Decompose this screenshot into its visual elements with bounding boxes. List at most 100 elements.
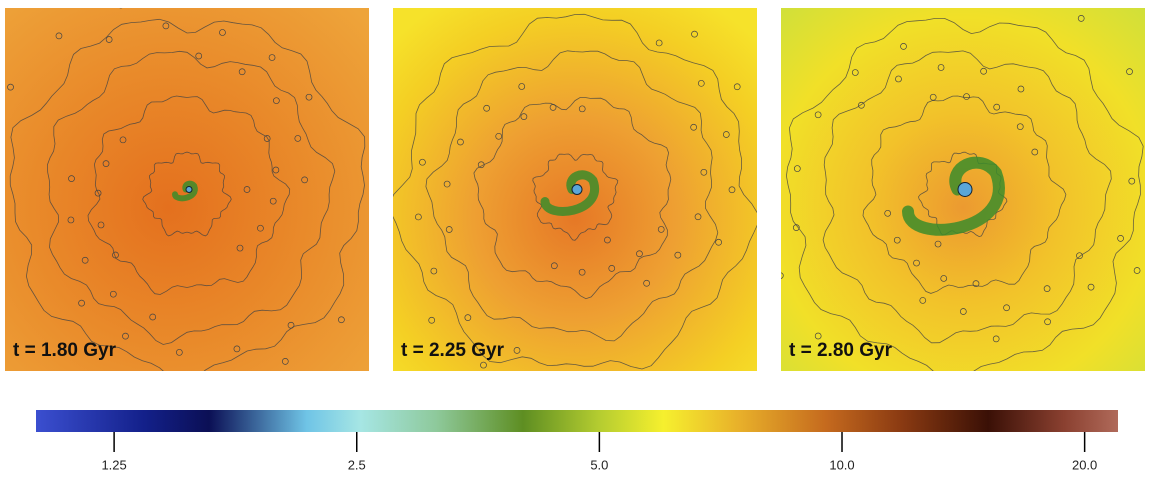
contour-blob xyxy=(176,348,183,356)
contour-blob xyxy=(464,314,472,321)
contour-blob xyxy=(632,0,638,2)
contour-blob xyxy=(55,32,63,40)
contour xyxy=(9,18,366,371)
contour-blob xyxy=(273,97,280,105)
panel-label: t = 2.80 Gyr xyxy=(789,340,893,361)
contour-blob xyxy=(492,0,498,1)
contour-blob xyxy=(415,213,422,221)
contour-blob xyxy=(269,197,277,205)
contour-blob xyxy=(643,279,650,287)
contour-blob xyxy=(149,313,157,321)
contour-blob xyxy=(513,347,521,354)
core xyxy=(571,184,583,195)
contour-blob xyxy=(257,224,264,232)
contour xyxy=(142,151,232,237)
contour-blob xyxy=(109,290,117,298)
contour-blob xyxy=(119,136,127,144)
contour-blob xyxy=(1016,123,1024,131)
panel: t = 2.80 Gyr xyxy=(773,8,1145,371)
contour-blob xyxy=(419,158,426,166)
contour-blob xyxy=(112,251,119,259)
colorbar xyxy=(36,410,1118,432)
contour-blob xyxy=(972,280,980,287)
contour-blob xyxy=(428,316,436,324)
contour-blob xyxy=(1087,283,1095,291)
contour-blob xyxy=(895,75,902,83)
contour-blob xyxy=(700,168,708,176)
contour-blob xyxy=(604,236,611,244)
contour-blob xyxy=(691,30,698,38)
contour-blob xyxy=(281,358,289,365)
contour-blob xyxy=(477,161,485,169)
contour-blob xyxy=(243,186,251,193)
contour-blob xyxy=(550,262,558,270)
contour-blob xyxy=(733,83,741,91)
contour-blob xyxy=(287,321,295,329)
contour-blob xyxy=(636,250,643,258)
contour-blob xyxy=(578,105,586,113)
contour-blob xyxy=(694,213,702,221)
contour-blob xyxy=(305,93,313,101)
contour-blob xyxy=(238,68,246,76)
contour xyxy=(532,153,619,241)
contour xyxy=(785,18,1144,371)
panel: t = 2.25 Gyr xyxy=(393,0,757,371)
contour-blob xyxy=(457,138,464,146)
contour-blob xyxy=(443,180,451,188)
contour-blob xyxy=(1133,267,1141,274)
contour-blob xyxy=(884,209,892,217)
contour-blob xyxy=(1017,85,1025,93)
contour-blob xyxy=(940,275,948,282)
panel-label: t = 2.25 Gyr xyxy=(401,340,505,361)
tick-label: 10.0 xyxy=(829,457,854,472)
contour-blob xyxy=(219,29,226,36)
tick-label: 20.0 xyxy=(1072,457,1097,472)
contour-blob xyxy=(913,259,920,267)
contour-blob xyxy=(268,54,276,61)
contour-blob xyxy=(1044,318,1051,326)
contour-blob xyxy=(690,123,698,131)
contour-blob xyxy=(715,238,722,246)
contour-blob xyxy=(483,104,491,112)
contour-blob xyxy=(272,166,280,174)
tick-label: 5.0 xyxy=(590,457,608,472)
contour-blob xyxy=(67,216,75,224)
contour-blob xyxy=(217,378,223,384)
contour-blob xyxy=(1128,177,1136,185)
contour-blob xyxy=(1031,148,1039,156)
contour-blob xyxy=(1117,235,1124,242)
contour-blob xyxy=(162,22,170,30)
contour-blob xyxy=(78,299,85,307)
contour-blob xyxy=(1076,252,1083,260)
contour-blob xyxy=(1126,68,1133,75)
contour-blob xyxy=(263,135,271,142)
contour xyxy=(862,95,1067,294)
contour-blob xyxy=(578,268,586,276)
contour-blob xyxy=(993,103,1001,111)
contour-blob xyxy=(480,361,487,369)
contour xyxy=(87,95,291,295)
contour-blob xyxy=(233,345,241,353)
contour-blob xyxy=(934,240,942,248)
contour-blob xyxy=(697,79,705,87)
contour xyxy=(822,50,1112,344)
contour-blob xyxy=(236,244,244,252)
contour-blob xyxy=(119,8,123,9)
contour-blob xyxy=(377,257,383,263)
contour-blob xyxy=(937,64,945,71)
swirl xyxy=(540,170,600,216)
contour-blob xyxy=(549,104,557,111)
contour-blob xyxy=(900,43,907,50)
contour-blob xyxy=(518,83,526,90)
contour-blob xyxy=(608,265,616,272)
contour xyxy=(393,13,757,370)
contour-blob xyxy=(430,267,438,275)
contour-blob xyxy=(722,131,730,138)
contour-blob xyxy=(122,332,129,340)
contour-blob xyxy=(851,69,859,76)
swirl xyxy=(172,180,198,202)
contour-blob xyxy=(959,308,967,315)
contour-blob xyxy=(773,137,779,143)
contour-blob xyxy=(301,176,308,184)
contour-blob xyxy=(792,224,800,231)
